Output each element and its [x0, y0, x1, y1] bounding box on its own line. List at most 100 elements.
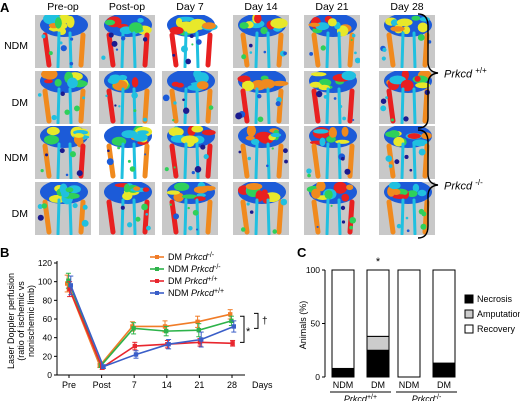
perfusion-image	[161, 125, 219, 180]
column-header: Post-op	[108, 1, 146, 13]
perfusion-image	[34, 125, 92, 180]
y-tick-label: 0	[315, 372, 320, 382]
y-tick-label: 20	[43, 351, 53, 361]
outcome-stacked-bar-chart: 0 50 100 Animals (%) NDM DM NDM DM * Prkcd+/+ Prkc…	[298, 256, 520, 401]
perfusion-image	[34, 14, 92, 69]
column-header: Day 14	[244, 1, 278, 13]
legend-marker	[155, 267, 159, 271]
y-tick-label: 100	[306, 265, 320, 275]
x-tick-label: 7	[132, 380, 137, 390]
perfusion-image	[161, 70, 219, 125]
perfusion-image	[34, 70, 92, 125]
x-axis-label: Days	[252, 380, 273, 390]
legend-swatch	[464, 324, 474, 334]
series-line	[68, 288, 233, 369]
x-tick-label: DM	[437, 380, 451, 390]
perfusion-image	[98, 125, 156, 180]
row-label: NDM	[4, 152, 28, 164]
y-tick-label: 60	[43, 314, 53, 324]
row-label: DM	[11, 208, 28, 220]
significance-star: *	[246, 326, 251, 338]
legend-label: Recovery	[477, 324, 516, 334]
data-point	[195, 319, 200, 324]
x-tick-label: NDM	[399, 380, 420, 390]
perfusion-image	[161, 14, 219, 69]
panel-c-letter: C	[297, 245, 307, 260]
column-header: Day 7	[176, 1, 204, 13]
significance-star: *	[376, 256, 381, 268]
data-point	[228, 312, 233, 317]
perfusion-image	[98, 181, 156, 236]
perfusion-image	[232, 125, 290, 180]
perfusion-image	[303, 125, 361, 180]
bar-segment	[366, 269, 390, 337]
bar-segment	[432, 362, 456, 378]
bar-segment	[331, 367, 355, 378]
legend-label: Amputation	[477, 309, 520, 319]
data-point	[166, 342, 171, 347]
perfusion-image	[378, 125, 436, 180]
legend-label: DM Prkcd-/-	[168, 252, 215, 262]
bar-segment	[366, 349, 390, 378]
x-tick-label: Post	[93, 380, 112, 390]
genotype-label-ko: Prkcd -/-	[444, 178, 483, 193]
data-point	[199, 337, 204, 342]
bar-segment	[366, 335, 390, 351]
column-header: Day 28	[390, 1, 424, 13]
y-tick-label: 40	[43, 333, 53, 343]
x-tick-label: DM	[371, 380, 385, 390]
genotype-braces	[417, 13, 439, 239]
legend-marker	[155, 291, 159, 295]
data-point	[230, 341, 235, 346]
perfusion-image	[232, 70, 290, 125]
perfusion-image	[303, 70, 361, 125]
significance-dagger: †	[262, 316, 268, 327]
legend-label: Necrosis	[477, 294, 513, 304]
y-tick-label: 50	[311, 319, 321, 329]
x-tick-label: Pre	[62, 380, 76, 390]
perfusion-image	[378, 70, 436, 125]
data-point	[67, 286, 72, 292]
y-axis-label: Laser Doppler perfusion(ratio of ischemi…	[6, 273, 36, 369]
data-point	[196, 328, 201, 333]
perfusion-image	[303, 181, 361, 236]
data-point	[231, 324, 236, 329]
data-point	[131, 326, 136, 331]
group-label: Prkcd-/-	[412, 394, 442, 401]
y-tick-label: 80	[43, 295, 53, 305]
legend-swatch	[464, 294, 474, 304]
x-tick-label: 21	[194, 380, 204, 390]
y-axis-label: Animals (%)	[298, 301, 308, 350]
genotype-label-wt: Prkcd +/+	[444, 66, 487, 81]
panel-a-letter: A	[0, 0, 10, 15]
legend-swatch	[464, 309, 474, 319]
perfusion-image	[34, 181, 92, 236]
perfusion-image	[98, 14, 156, 69]
perfusion-image	[303, 14, 361, 69]
data-point	[68, 283, 73, 288]
bar-segment	[432, 269, 456, 364]
data-point	[101, 364, 106, 369]
significance-bracket	[254, 312, 259, 329]
series-line	[70, 285, 235, 368]
data-point	[65, 281, 70, 286]
perfusion-image	[161, 181, 219, 236]
panel-b-letter: B	[0, 245, 10, 260]
perfusion-image	[232, 14, 290, 69]
legend-label: DM Prkcd+/+	[168, 276, 218, 286]
data-point	[133, 352, 139, 357]
data-point	[164, 328, 169, 334]
y-tick-label: 100	[38, 277, 52, 287]
perfusion-line-chart: 0 20 40 60 80 100 120 Pre Post 7 14 21 28 Days Laser D…	[6, 252, 273, 390]
data-point	[197, 340, 203, 345]
legend-label: NDM Prkcd+/+	[168, 288, 224, 298]
legend-marker	[155, 255, 159, 259]
column-header: Day 21	[315, 1, 349, 13]
perfusion-image	[378, 181, 436, 236]
x-tick-label: 28	[227, 380, 237, 390]
series-line	[66, 283, 231, 368]
y-tick-label: 0	[47, 370, 52, 380]
legend-label: NDM Prkcd-/-	[168, 264, 221, 274]
data-point	[132, 343, 137, 349]
column-header: Pre-op	[47, 1, 79, 13]
